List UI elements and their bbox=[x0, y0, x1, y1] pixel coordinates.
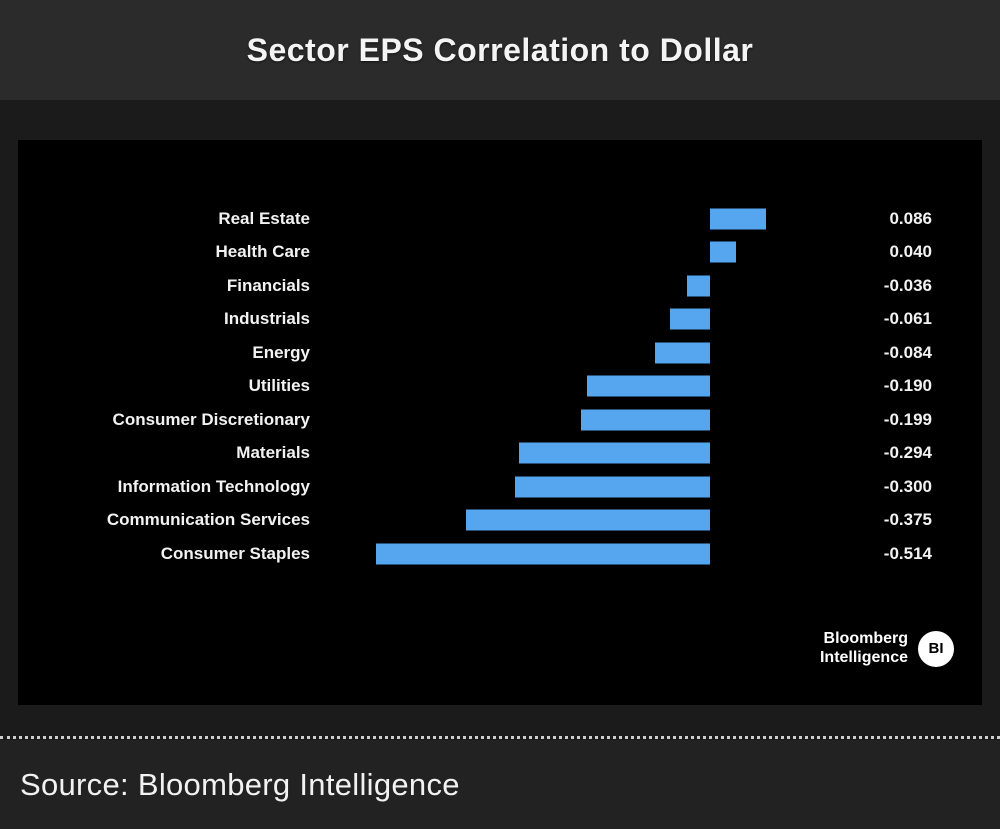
logo-text: Bloomberg Intelligence bbox=[820, 630, 908, 667]
value-label: -0.514 bbox=[883, 543, 932, 563]
bar bbox=[710, 208, 766, 230]
page-title: Sector EPS Correlation to Dollar bbox=[246, 31, 754, 68]
bar bbox=[580, 409, 710, 431]
category-label: Financials bbox=[226, 275, 310, 295]
bar bbox=[586, 375, 710, 397]
bar-track bbox=[328, 537, 860, 571]
bar bbox=[655, 342, 710, 364]
title-bar: Sector EPS Correlation to Dollar bbox=[0, 0, 1000, 100]
bar bbox=[710, 241, 736, 263]
chart-row: Information Technology -0.300 bbox=[18, 470, 982, 504]
bar bbox=[466, 509, 710, 531]
value-label: -0.061 bbox=[883, 309, 932, 329]
value-label: 0.040 bbox=[889, 242, 932, 262]
chart-row: Consumer Staples -0.514 bbox=[18, 537, 982, 571]
category-label: Communication Services bbox=[106, 510, 310, 530]
bar-track bbox=[328, 336, 860, 370]
chart-panel: Real Estate 0.086 Health Care 0.040 Financia… bbox=[18, 140, 982, 705]
logo-line2: Intelligence bbox=[819, 648, 908, 666]
category-label: Information Technology bbox=[117, 476, 310, 496]
dotted-divider bbox=[0, 736, 1000, 739]
chart-row: Health Care 0.040 bbox=[18, 236, 982, 270]
bar-track bbox=[328, 370, 860, 404]
source-text: Source: Bloomberg Intelligence bbox=[20, 766, 460, 802]
value-label: -0.375 bbox=[883, 510, 932, 530]
bar-track bbox=[328, 504, 860, 538]
bar bbox=[515, 476, 710, 498]
category-label: Utilities bbox=[248, 376, 310, 396]
bi-badge-icon: BI bbox=[918, 630, 954, 667]
value-label: -0.190 bbox=[883, 376, 932, 396]
chart-row: Real Estate 0.086 bbox=[18, 202, 982, 236]
bar-track bbox=[328, 437, 860, 471]
bar bbox=[375, 543, 710, 565]
bar bbox=[518, 442, 710, 464]
bar-track bbox=[328, 269, 860, 303]
source-footer: Source: Bloomberg Intelligence bbox=[0, 740, 1000, 829]
bar-track bbox=[328, 403, 860, 437]
chart-row: Energy -0.084 bbox=[18, 336, 982, 370]
logo-line1: Bloomberg bbox=[823, 630, 908, 648]
bloomberg-intelligence-logo: Bloomberg Intelligence BI bbox=[820, 630, 954, 667]
chart-row: Financials -0.036 bbox=[18, 269, 982, 303]
bar-track bbox=[328, 303, 860, 337]
chart-row: Materials -0.294 bbox=[18, 437, 982, 471]
category-label: Energy bbox=[252, 342, 310, 362]
category-label: Consumer Staples bbox=[160, 543, 310, 563]
value-label: 0.086 bbox=[889, 208, 932, 228]
value-label: -0.036 bbox=[883, 275, 932, 295]
category-label: Industrials bbox=[224, 309, 310, 329]
bar-track bbox=[328, 236, 860, 270]
category-label: Materials bbox=[236, 443, 310, 463]
chart-row: Utilities -0.190 bbox=[18, 370, 982, 404]
chart-row: Industrials -0.061 bbox=[18, 303, 982, 337]
chart-row: Consumer Discretionary -0.199 bbox=[18, 403, 982, 437]
category-label: Consumer Discretionary bbox=[112, 409, 310, 429]
bar-track bbox=[328, 202, 860, 236]
value-label: -0.300 bbox=[883, 476, 932, 496]
value-label: -0.294 bbox=[883, 443, 932, 463]
bar bbox=[670, 308, 710, 330]
value-label: -0.199 bbox=[883, 409, 932, 429]
chart-rows: Real Estate 0.086 Health Care 0.040 Financia… bbox=[18, 202, 982, 571]
bar-track bbox=[328, 470, 860, 504]
chart-row: Communication Services -0.375 bbox=[18, 504, 982, 538]
value-label: -0.084 bbox=[883, 342, 932, 362]
bar bbox=[686, 275, 710, 297]
category-label: Health Care bbox=[215, 242, 310, 262]
category-label: Real Estate bbox=[218, 208, 310, 228]
